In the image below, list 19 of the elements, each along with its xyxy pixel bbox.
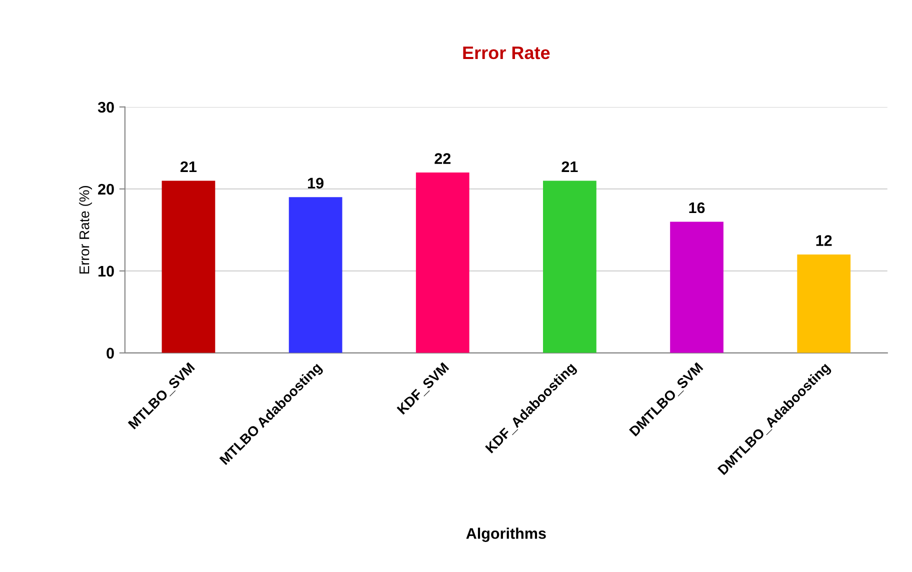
data-label: 22 <box>434 153 451 164</box>
y-tick-label: 20 <box>98 184 114 195</box>
bar <box>288 197 342 353</box>
data-label: 21 <box>180 161 197 172</box>
data-label: 12 <box>816 235 832 246</box>
bar <box>416 172 470 353</box>
bar <box>670 222 724 353</box>
chart-title: Error Rate <box>463 46 550 60</box>
y-axis-title: Error Rate (%) <box>79 186 92 274</box>
y-tick-label: 30 <box>98 102 114 113</box>
bar <box>162 180 216 353</box>
data-label: 19 <box>308 178 324 189</box>
bar <box>543 180 596 353</box>
y-tick-label: 10 <box>98 266 114 277</box>
y-tick-label: 0 <box>106 348 114 359</box>
bar <box>797 254 851 353</box>
data-label: 21 <box>562 161 578 172</box>
data-label: 16 <box>689 202 705 214</box>
x-axis-title: Algorithms <box>466 528 546 542</box>
